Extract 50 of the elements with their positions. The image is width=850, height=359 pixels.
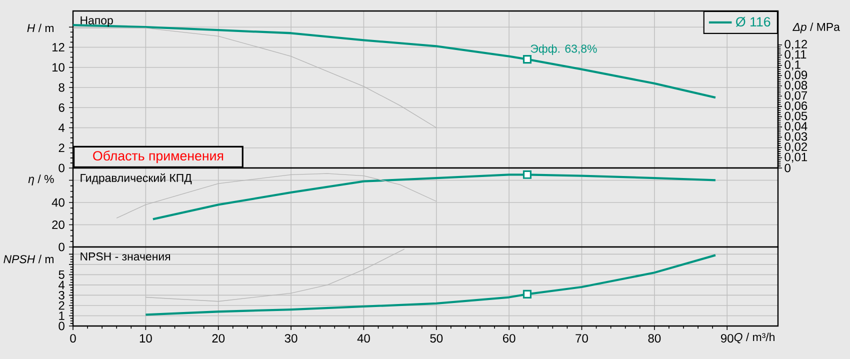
y-axis-title: η / %	[28, 174, 54, 186]
y2-tick-label: 0,03	[784, 132, 808, 142]
y-tick-label: 4	[58, 280, 65, 290]
x-tick-label: 40	[357, 334, 370, 343]
y-tick-label: 10	[52, 63, 64, 72]
y-tick-label: 40	[52, 198, 64, 207]
annotation: Эфф. 63,8%	[530, 44, 597, 56]
chart-title: NPSH - значения	[80, 252, 170, 261]
chart-title: Гидравлический КПД	[80, 173, 192, 184]
x-tick-label: 90	[720, 334, 734, 343]
y-axis-title: H / m	[27, 24, 54, 32]
y-tick-label: 0	[58, 242, 64, 252]
y-tick-label: 4	[58, 124, 65, 132]
x-tick-label: 50	[430, 334, 443, 343]
y-tick-label: 2	[58, 144, 64, 152]
x-tick-label: 10	[140, 334, 152, 343]
x-tick-label: 60	[503, 334, 516, 343]
y2-tick-label: 0,05	[784, 112, 808, 122]
x-tick-label: 20	[212, 334, 225, 343]
y2-tick-label: 0,11	[784, 50, 806, 60]
y2-tick-label: 0,12	[784, 40, 807, 50]
y-tick-label: 5	[58, 270, 64, 279]
y-tick-label: 0	[58, 164, 64, 172]
y2-tick-label: 0,08	[784, 80, 808, 91]
x-axis-title: Q / m³/h	[734, 332, 774, 344]
x-tick-label: 30	[284, 334, 298, 343]
x-tick-label: 70	[576, 334, 588, 343]
y2-tick-label: 0,09	[784, 70, 808, 81]
y-tick-label: 20	[52, 220, 64, 229]
y2-tick-label: 0,07	[784, 91, 807, 102]
y-tick-label: 8	[58, 83, 64, 92]
y2-tick-label: 0,04	[784, 122, 808, 132]
y2-tick-label: 0	[784, 164, 790, 172]
y2-tick-label: 0,1	[784, 60, 800, 70]
y-tick-label: 6	[58, 103, 64, 112]
y2-tick-label: 0,06	[784, 101, 808, 112]
y-tick-label: 1	[59, 312, 64, 320]
y2-tick-label: 0,02	[784, 142, 807, 152]
y-tick-label: 2	[58, 301, 64, 310]
y-tick-label: 0	[58, 322, 64, 330]
y-tick-label: 12	[52, 43, 64, 52]
y2-axis-title: Δp / MPa	[792, 22, 840, 34]
chart-title: Напор	[80, 16, 113, 27]
annotation: Область применения	[93, 150, 224, 164]
x-tick-label: 0	[70, 334, 76, 343]
y2-tick-label: 0,01	[784, 152, 808, 163]
x-tick-label: 80	[648, 334, 661, 343]
legend-label: Ø 116	[736, 16, 770, 27]
y-tick-label: 3	[58, 290, 64, 300]
y-axis-title: NPSH / m	[4, 254, 54, 264]
